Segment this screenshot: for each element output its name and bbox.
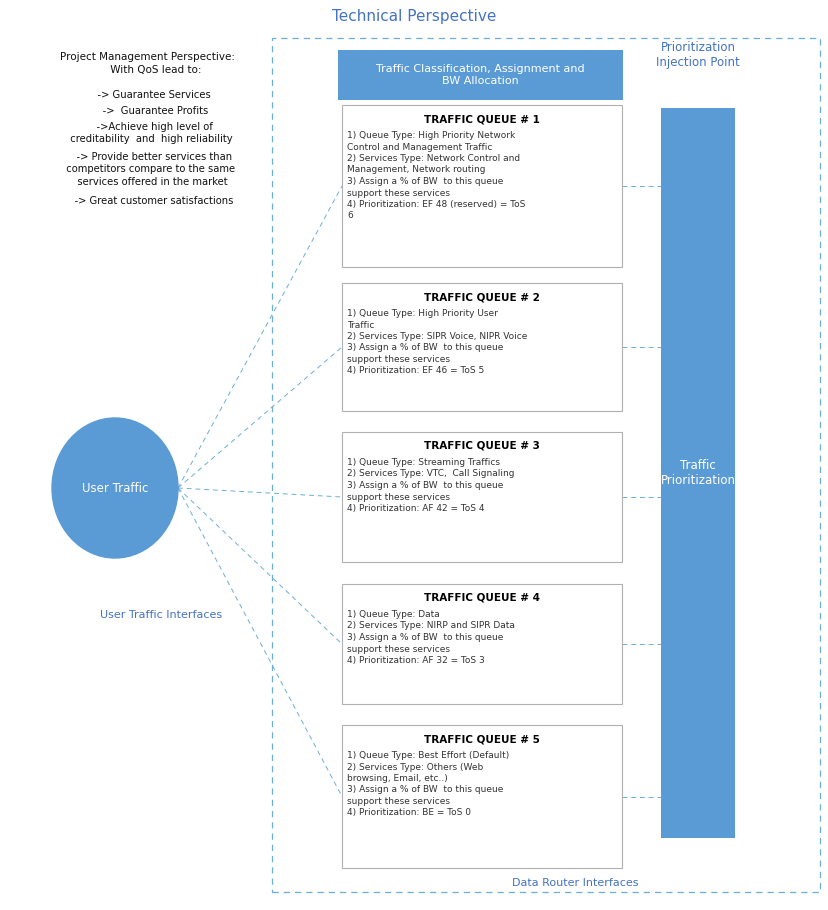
Text: Management, Network routing: Management, Network routing — [347, 166, 485, 175]
Text: Technical Perspective: Technical Perspective — [331, 9, 496, 25]
Text: 1) Queue Type: High Priority User: 1) Queue Type: High Priority User — [347, 309, 498, 318]
Text: support these services: support these services — [347, 797, 450, 806]
Text: User Traffic: User Traffic — [82, 481, 148, 494]
Text: support these services: support these services — [347, 492, 450, 501]
Text: 1) Queue Type: High Priority Network: 1) Queue Type: High Priority Network — [347, 131, 515, 140]
Text: 3) Assign a % of BW  to this queue: 3) Assign a % of BW to this queue — [347, 177, 503, 186]
Text: Data Router Interfaces: Data Router Interfaces — [511, 878, 638, 888]
Text: Prioritization
Injection Point: Prioritization Injection Point — [655, 41, 739, 69]
Text: 2) Services Type: Network Control and: 2) Services Type: Network Control and — [347, 154, 519, 163]
Text: User Traffic Interfaces: User Traffic Interfaces — [100, 610, 222, 620]
Text: 2) Services Type: VTC,  Call Signaling: 2) Services Type: VTC, Call Signaling — [347, 470, 514, 479]
Text: 6: 6 — [347, 211, 353, 220]
Text: Traffic Classification, Assignment and
BW Allocation: Traffic Classification, Assignment and B… — [376, 65, 584, 86]
Ellipse shape — [52, 418, 178, 558]
Text: 3) Assign a % of BW  to this queue: 3) Assign a % of BW to this queue — [347, 785, 503, 794]
Text: 4) Prioritization: BE = ToS 0: 4) Prioritization: BE = ToS 0 — [347, 808, 470, 817]
Text: 3) Assign a % of BW  to this queue: 3) Assign a % of BW to this queue — [347, 343, 503, 352]
Text: support these services: support these services — [347, 355, 450, 364]
Text: -> Provide better services than
  competitors compare to the same
   services of: -> Provide better services than competit… — [60, 152, 235, 187]
Text: 4) Prioritization: AF 32 = ToS 3: 4) Prioritization: AF 32 = ToS 3 — [347, 656, 484, 665]
Text: 2) Services Type: SIPR Voice, NIPR Voice: 2) Services Type: SIPR Voice, NIPR Voice — [347, 332, 527, 341]
Text: ->Achieve high level of
  creditability  and  high reliability: ->Achieve high level of creditability an… — [64, 122, 232, 145]
Text: Project Management Perspective:
     With QoS lead to:: Project Management Perspective: With QoS… — [60, 52, 235, 76]
Bar — [342, 584, 621, 704]
Bar — [272, 38, 819, 892]
Text: ->  Guarantee Profits: -> Guarantee Profits — [87, 106, 209, 116]
Text: 2) Services Type: Others (Web: 2) Services Type: Others (Web — [347, 763, 483, 772]
Text: 2) Services Type: NIRP and SIPR Data: 2) Services Type: NIRP and SIPR Data — [347, 622, 514, 631]
Text: Traffic: Traffic — [347, 320, 374, 329]
Text: 3) Assign a % of BW  to this queue: 3) Assign a % of BW to this queue — [347, 633, 503, 642]
Bar — [342, 432, 621, 562]
Text: 1) Queue Type: Best Effort (Default): 1) Queue Type: Best Effort (Default) — [347, 751, 508, 760]
Text: TRAFFIC QUEUE # 2: TRAFFIC QUEUE # 2 — [424, 292, 539, 302]
Text: support these services: support these services — [347, 644, 450, 653]
Text: TRAFFIC QUEUE # 3: TRAFFIC QUEUE # 3 — [424, 441, 539, 451]
Text: Traffic
Prioritization: Traffic Prioritization — [660, 459, 734, 487]
Bar — [342, 725, 621, 868]
Text: browsing, Email, etc..): browsing, Email, etc..) — [347, 774, 447, 783]
Bar — [660, 108, 734, 838]
Text: support these services: support these services — [347, 188, 450, 197]
Text: 4) Prioritization: EF 48 (reserved) = ToS: 4) Prioritization: EF 48 (reserved) = To… — [347, 200, 525, 209]
Bar — [338, 50, 623, 100]
Text: TRAFFIC QUEUE # 4: TRAFFIC QUEUE # 4 — [423, 593, 539, 603]
Text: 1) Queue Type: Data: 1) Queue Type: Data — [347, 610, 439, 619]
Text: 1) Queue Type: Streaming Traffics: 1) Queue Type: Streaming Traffics — [347, 458, 499, 467]
Text: TRAFFIC QUEUE # 5: TRAFFIC QUEUE # 5 — [424, 734, 539, 744]
Text: -> Great customer satisfactions: -> Great customer satisfactions — [62, 196, 233, 206]
Text: TRAFFIC QUEUE # 1: TRAFFIC QUEUE # 1 — [424, 114, 539, 124]
Text: 4) Prioritization: EF 46 = ToS 5: 4) Prioritization: EF 46 = ToS 5 — [347, 367, 484, 376]
Text: -> Guarantee Services: -> Guarantee Services — [85, 90, 210, 100]
Bar — [342, 283, 621, 411]
Text: 3) Assign a % of BW  to this queue: 3) Assign a % of BW to this queue — [347, 481, 503, 490]
Text: 4) Prioritization: AF 42 = ToS 4: 4) Prioritization: AF 42 = ToS 4 — [347, 504, 484, 513]
Bar — [342, 105, 621, 267]
Text: Control and Management Traffic: Control and Management Traffic — [347, 143, 492, 151]
